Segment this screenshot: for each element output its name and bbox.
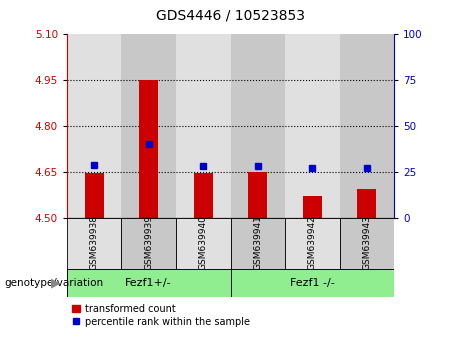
Bar xyxy=(285,34,340,218)
Bar xyxy=(67,34,121,218)
Text: GSM639943: GSM639943 xyxy=(362,215,372,270)
Bar xyxy=(176,34,230,218)
Bar xyxy=(357,189,377,218)
Text: GSM639938: GSM639938 xyxy=(89,215,99,270)
Text: GDS4446 / 10523853: GDS4446 / 10523853 xyxy=(156,9,305,23)
Bar xyxy=(84,173,104,218)
Bar xyxy=(340,218,394,269)
Bar xyxy=(176,218,230,269)
Text: GSM639939: GSM639939 xyxy=(144,215,153,270)
Text: GSM639940: GSM639940 xyxy=(199,215,208,270)
Text: ▶: ▶ xyxy=(51,277,60,290)
Bar xyxy=(303,196,322,218)
Bar xyxy=(139,80,158,218)
Bar xyxy=(121,34,176,218)
Text: Fezf1+/-: Fezf1+/- xyxy=(125,278,172,288)
Text: GSM639941: GSM639941 xyxy=(253,215,262,270)
Text: genotype/variation: genotype/variation xyxy=(5,278,104,288)
Bar xyxy=(285,218,340,269)
Bar xyxy=(340,34,394,218)
Text: GSM639942: GSM639942 xyxy=(308,215,317,270)
Bar xyxy=(230,269,394,297)
Legend: transformed count, percentile rank within the sample: transformed count, percentile rank withi… xyxy=(72,304,250,327)
Bar xyxy=(194,173,213,218)
Bar xyxy=(248,172,267,218)
Bar xyxy=(121,218,176,269)
Bar xyxy=(67,218,121,269)
Bar xyxy=(230,34,285,218)
Text: Fezf1 -/-: Fezf1 -/- xyxy=(290,278,335,288)
Bar xyxy=(230,218,285,269)
Bar xyxy=(67,269,230,297)
